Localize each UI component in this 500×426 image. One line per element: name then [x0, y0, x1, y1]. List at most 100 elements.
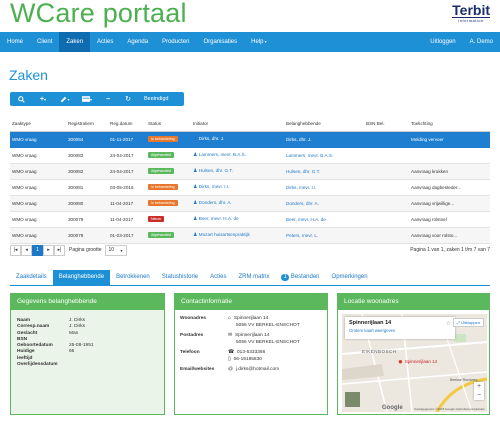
first-page-button[interactable]: |◂: [10, 244, 21, 256]
cell-zaaktype: WMO vraag: [10, 211, 66, 228]
remove-button[interactable]: −: [98, 92, 118, 106]
tab-statushistorie[interactable]: Statushistorie: [161, 274, 199, 280]
nav-organisaties[interactable]: Organisaties: [203, 39, 238, 45]
person-icon: ♟: [193, 136, 198, 142]
nav-acties[interactable]: Acties: [97, 39, 114, 45]
belanghebbende-link[interactable]: Beer, mevr. H.A. de: [286, 216, 326, 222]
refresh-button[interactable]: ↻: [118, 92, 138, 106]
map[interactable]: Spinnerijlaan 14 Grotere kaart weergeven…: [342, 314, 487, 412]
cell-toelichting: Aanvraag rolstoel: [409, 211, 490, 228]
tab-bestanden[interactable]: 1 Bestanden: [275, 270, 325, 285]
app-logo-title[interactable]: WCare portaal: [10, 0, 187, 28]
nav-zaken[interactable]: Zaken: [59, 32, 91, 52]
belanghebbende-link[interactable]: Hulsen, dhr. G.T.: [286, 168, 321, 174]
col-belanghebbende[interactable]: Belanghebbende: [284, 117, 364, 132]
detail-label: Overlijdensdatum: [17, 362, 58, 368]
tab-zrm-matrix[interactable]: ZRM matrix: [238, 274, 270, 280]
last-page-button[interactable]: ▸|: [54, 244, 65, 256]
initiator-link[interactable]: Dirks, mevr. I.I.: [198, 184, 230, 189]
detail-row: leeftijd: [11, 356, 164, 362]
refresh-icon: ↻: [125, 96, 131, 103]
col-status[interactable]: Status: [146, 117, 191, 132]
page-size-select[interactable]: 10 ▾: [104, 244, 127, 256]
cell-regdatum: 01-11-2017: [108, 131, 146, 148]
col-regdatum[interactable]: Reg.datum: [108, 117, 146, 132]
label: Woonadres: [180, 316, 207, 321]
belanghebbende-link[interactable]: Lammers, mevr. B.A.S.: [286, 152, 334, 158]
at-icon: @: [228, 367, 233, 372]
belanghebbende-link[interactable]: Dirks, dhr. J.: [286, 136, 312, 142]
tab-zaakdetails[interactable]: Zaakdetails: [16, 274, 47, 280]
tab-belanghebbende[interactable]: Belanghebbende: [52, 270, 111, 285]
nav-agenda[interactable]: Agenda: [127, 39, 149, 45]
belanghebbende-link[interactable]: Peters, mevr. L.: [286, 232, 319, 238]
edit-button[interactable]: ▾: [54, 92, 76, 106]
table-row[interactable]: WMO vraag 300082 24-04-2017 Afgehandeld ♟ Hu…: [10, 163, 490, 180]
next-page-button[interactable]: ▸: [43, 244, 54, 256]
initiator-link[interactable]: Donders, dhr. A.: [198, 200, 232, 205]
initiator-link[interactable]: Hulsen, dhr. G.T.: [198, 168, 233, 173]
col-zaaktype[interactable]: Zaaktype: [10, 117, 66, 132]
col-registratienr[interactable]: Registratiem: [66, 117, 108, 132]
table-row[interactable]: WMO vraag 300083 24-04-2017 Afgehandeld ♟ La…: [10, 147, 490, 164]
zoom-out-button[interactable]: −: [476, 392, 482, 399]
status-badge: In behandeling: [148, 200, 178, 206]
person-icon: ♟: [193, 200, 198, 206]
zoom-control: + −: [474, 382, 484, 400]
nav-client[interactable]: Client: [37, 39, 53, 45]
phone-number[interactable]: 06-19185830: [233, 356, 262, 362]
nav-help[interactable]: Help ▾: [244, 32, 273, 52]
status-badge: Afgehandeld: [148, 168, 175, 174]
email-link[interactable]: j.dirks@hotmail.com: [235, 367, 280, 372]
cell-bsn: [364, 227, 409, 244]
page-size-value: 10: [108, 247, 115, 253]
initiator-link[interactable]: Dirks, dhr. J.: [198, 136, 225, 141]
initiator-link[interactable]: Lammers, mevr. B.A.S.: [198, 152, 246, 157]
phone-number[interactable]: 013-5333366: [236, 350, 266, 355]
table-row[interactable]: WMO vraag 300081 03-05-2016 In behandeling ♟…: [10, 179, 490, 196]
home-icon: ⌂: [228, 316, 231, 321]
expand-map-button[interactable]: ⤢ Uitklappen: [452, 318, 484, 327]
initiator-link[interactable]: Mozart huisartsenpraktijk: [198, 232, 250, 237]
map-pin[interactable]: ● Spinnerijlaan 14: [398, 357, 437, 366]
nav-user[interactable]: A. Demo: [469, 39, 493, 45]
star-icon[interactable]: ☆: [445, 321, 451, 327]
col-toelichting[interactable]: Toelichting: [409, 117, 490, 132]
col-initiator[interactable]: Initiator: [191, 117, 284, 132]
detail-label: Corresp.naam: [17, 324, 50, 330]
nav-producten[interactable]: Producten: [162, 39, 190, 45]
add-button[interactable]: + ▾: [32, 92, 54, 106]
table-row[interactable]: WMO vraag 300080 11-04-2017 In behandeling ♟…: [10, 195, 490, 212]
ended-filter-button[interactable]: Beeindigd: [144, 96, 169, 102]
nav-logout[interactable]: Uitloggen: [430, 39, 456, 45]
table-row[interactable]: WMO vraag 300078 01-03-2017 Afgehandeld ♟ Mo…: [10, 227, 490, 244]
tab-betrokkenen[interactable]: Betrokkenen: [116, 274, 150, 280]
search-icon: [17, 95, 25, 103]
tab-bestanden-label: Bestanden: [290, 274, 320, 280]
prev-page-button[interactable]: ◂: [21, 244, 32, 256]
map-credits[interactable]: Kaartgegevens ©2018 Google Gebruiksvoorw…: [414, 407, 485, 411]
cell-zaaktype: WMO vraag: [10, 227, 66, 244]
count-badge: 1: [281, 274, 289, 281]
belanghebbende-link[interactable]: Donders, dhr. A.: [286, 200, 319, 206]
cell-initiator: ♟ Mozart huisartsenpraktijk: [191, 227, 284, 244]
brand-sub: information: [458, 18, 484, 23]
belanghebbende-link[interactable]: Dirks, mevr. I.I.: [286, 184, 317, 190]
tab-acties[interactable]: Acties: [210, 274, 227, 280]
cell-toelichting: Aanvraag krukken: [409, 163, 490, 180]
nav-home[interactable]: Home: [7, 39, 24, 45]
larger-map-link[interactable]: Grotere kaart weergeven: [349, 328, 396, 333]
status-badge: Afgehandeld: [148, 232, 175, 238]
zoom-in-button[interactable]: +: [476, 383, 482, 390]
card-button[interactable]: ▾: [76, 92, 98, 106]
page-number-button[interactable]: 1: [32, 244, 43, 256]
initiator-link[interactable]: Beer, mevr. H.A. de: [198, 216, 239, 221]
table-row[interactable]: WMO vraag 300079 11-04-2017 Nieuw ♟ Beer, me…: [10, 211, 490, 228]
search-button[interactable]: [10, 92, 32, 106]
table-row[interactable]: WMO vraag 300084 01-11-2017 In behandeling ♟…: [10, 131, 490, 148]
col-bsn[interactable]: BSN Bel.: [364, 117, 409, 132]
label: Postadres: [180, 333, 204, 338]
tab-opmerkingen[interactable]: Opmerkingen: [331, 274, 368, 280]
header: WCare portaal Terbit information: [0, 0, 500, 32]
cell-initiator: ♟ Dirks, dhr. J.: [191, 131, 284, 148]
